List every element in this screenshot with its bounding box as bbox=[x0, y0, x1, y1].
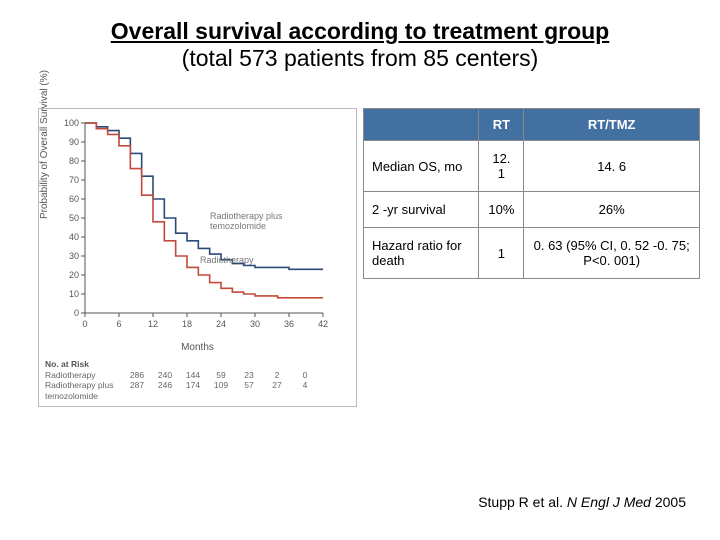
km-chart: Probability of Overall Survival (%) 0102… bbox=[45, 115, 335, 340]
cell-rttmz: 26% bbox=[524, 192, 700, 228]
x-axis-label: Months bbox=[45, 342, 350, 353]
risk-cell: 286 bbox=[123, 370, 151, 381]
content-row: Probability of Overall Survival (%) 0102… bbox=[38, 108, 700, 407]
svg-text:50: 50 bbox=[69, 213, 79, 223]
table-row: Hazard ratio for death10. 63 (95% CI, 0.… bbox=[364, 228, 700, 279]
cell-rt: 12. 1 bbox=[479, 141, 524, 192]
svg-text:30: 30 bbox=[69, 251, 79, 261]
col-rttmz: RT/TMZ bbox=[524, 109, 700, 141]
risk-cell: 2 bbox=[263, 370, 291, 381]
cell-rt: 10% bbox=[479, 192, 524, 228]
row-label: 2 -yr survival bbox=[364, 192, 479, 228]
cell-rt: 1 bbox=[479, 228, 524, 279]
title-line2: (total 573 patients from 85 centers) bbox=[0, 45, 720, 72]
citation-year: 2005 bbox=[655, 494, 686, 510]
risk-cell: 59 bbox=[207, 370, 235, 381]
svg-text:24: 24 bbox=[216, 319, 226, 329]
risk-cell: 246 bbox=[151, 380, 179, 401]
svg-text:10: 10 bbox=[69, 289, 79, 299]
series-label: Radiotherapy bbox=[200, 255, 254, 265]
risk-cell: 174 bbox=[179, 380, 207, 401]
citation-journal: N Engl J Med bbox=[567, 494, 651, 510]
series-label: Radiotherapy plus temozolomide bbox=[210, 211, 335, 231]
svg-text:60: 60 bbox=[69, 194, 79, 204]
svg-text:20: 20 bbox=[69, 270, 79, 280]
svg-text:6: 6 bbox=[116, 319, 121, 329]
svg-text:70: 70 bbox=[69, 175, 79, 185]
risk-cell: 144 bbox=[179, 370, 207, 381]
risk-cell: 57 bbox=[235, 380, 263, 401]
svg-text:0: 0 bbox=[74, 308, 79, 318]
col-rt: RT bbox=[479, 109, 524, 141]
risk-cell: 240 bbox=[151, 370, 179, 381]
risk-table: No. at Risk Radiotherapy286240144592320R… bbox=[45, 359, 350, 402]
svg-text:18: 18 bbox=[182, 319, 192, 329]
risk-cell: 109 bbox=[207, 380, 235, 401]
results-table: RT RT/TMZ Median OS, mo12. 114. 62 -yr s… bbox=[363, 108, 700, 279]
table-row: Median OS, mo12. 114. 6 bbox=[364, 141, 700, 192]
risk-cell: 287 bbox=[123, 380, 151, 401]
cell-rttmz: 0. 63 (95% CI, 0. 52 -0. 75; P<0. 001) bbox=[524, 228, 700, 279]
table-row: 2 -yr survival10%26% bbox=[364, 192, 700, 228]
risk-cell: 27 bbox=[263, 380, 291, 401]
risk-cell: 0 bbox=[291, 370, 319, 381]
risk-row-label: Radiotherapy bbox=[45, 370, 123, 381]
svg-text:100: 100 bbox=[64, 118, 79, 128]
svg-text:40: 40 bbox=[69, 232, 79, 242]
row-label: Hazard ratio for death bbox=[364, 228, 479, 279]
risk-cell: 23 bbox=[235, 370, 263, 381]
svg-text:90: 90 bbox=[69, 137, 79, 147]
title-block: Overall survival according to treatment … bbox=[0, 0, 720, 72]
risk-header: No. at Risk bbox=[45, 359, 350, 370]
title-line1: Overall survival according to treatment … bbox=[0, 18, 720, 45]
risk-row-label: Radiotherapy plus temozolomide bbox=[45, 380, 123, 401]
svg-text:42: 42 bbox=[318, 319, 328, 329]
svg-text:12: 12 bbox=[148, 319, 158, 329]
row-label: Median OS, mo bbox=[364, 141, 479, 192]
table-header-row: RT RT/TMZ bbox=[364, 109, 700, 141]
svg-text:30: 30 bbox=[250, 319, 260, 329]
col-blank bbox=[364, 109, 479, 141]
svg-text:36: 36 bbox=[284, 319, 294, 329]
cell-rttmz: 14. 6 bbox=[524, 141, 700, 192]
risk-row: Radiotherapy plus temozolomide2872461741… bbox=[45, 380, 350, 401]
citation: Stupp R et al. N Engl J Med 2005 bbox=[478, 494, 686, 510]
svg-text:0: 0 bbox=[82, 319, 87, 329]
citation-authors: Stupp R et al. bbox=[478, 494, 563, 510]
risk-row: Radiotherapy286240144592320 bbox=[45, 370, 350, 381]
svg-text:80: 80 bbox=[69, 156, 79, 166]
chart-container: Probability of Overall Survival (%) 0102… bbox=[38, 108, 357, 407]
risk-cell: 4 bbox=[291, 380, 319, 401]
